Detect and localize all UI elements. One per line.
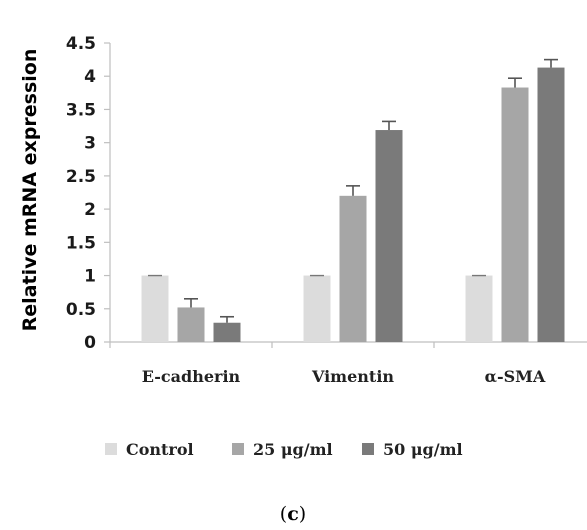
legend-label: Control <box>126 440 194 459</box>
legend-swatch <box>232 443 244 455</box>
bar <box>375 130 403 342</box>
bars <box>141 58 565 342</box>
panel-label: (c) <box>280 503 306 525</box>
bar <box>213 322 241 342</box>
bar <box>465 275 493 342</box>
y-tick-label: 1.5 <box>66 233 96 253</box>
legend: Control 25 μg/ml 50 μg/ml <box>105 440 463 459</box>
y-tick-label: 4.5 <box>66 34 96 54</box>
bar <box>501 87 529 342</box>
bar <box>339 195 367 342</box>
bar <box>177 307 205 342</box>
y-tick-label: 3.5 <box>66 100 96 120</box>
y-tick-label: 0 <box>84 333 96 353</box>
x-category-label: E-cadherin <box>142 367 241 386</box>
y-tick-label: 0.5 <box>66 300 96 320</box>
x-axis-categories: E-cadherin Vimentin α-SMA <box>142 367 546 386</box>
y-tick-label: 4 <box>84 67 96 87</box>
x-category-label: α-SMA <box>485 367 546 386</box>
legend-label: 50 μg/ml <box>383 440 463 459</box>
x-category-label: Vimentin <box>311 367 394 386</box>
bar <box>141 275 169 342</box>
legend-swatch <box>105 443 117 455</box>
y-axis-label: Relative mRNA expression <box>19 49 41 332</box>
y-tick-label: 3 <box>84 134 96 154</box>
legend-label: 25 μg/ml <box>253 440 333 459</box>
legend-swatch <box>362 443 374 455</box>
y-tick-label: 2 <box>84 200 96 220</box>
bar <box>537 67 565 342</box>
bar <box>303 275 331 342</box>
y-axis-ticks: 0 0.5 1 1.5 2 2.5 3 3.5 4 4.5 <box>66 34 110 353</box>
y-tick-label: 1 <box>84 267 96 287</box>
y-tick-label: 2.5 <box>66 167 96 187</box>
